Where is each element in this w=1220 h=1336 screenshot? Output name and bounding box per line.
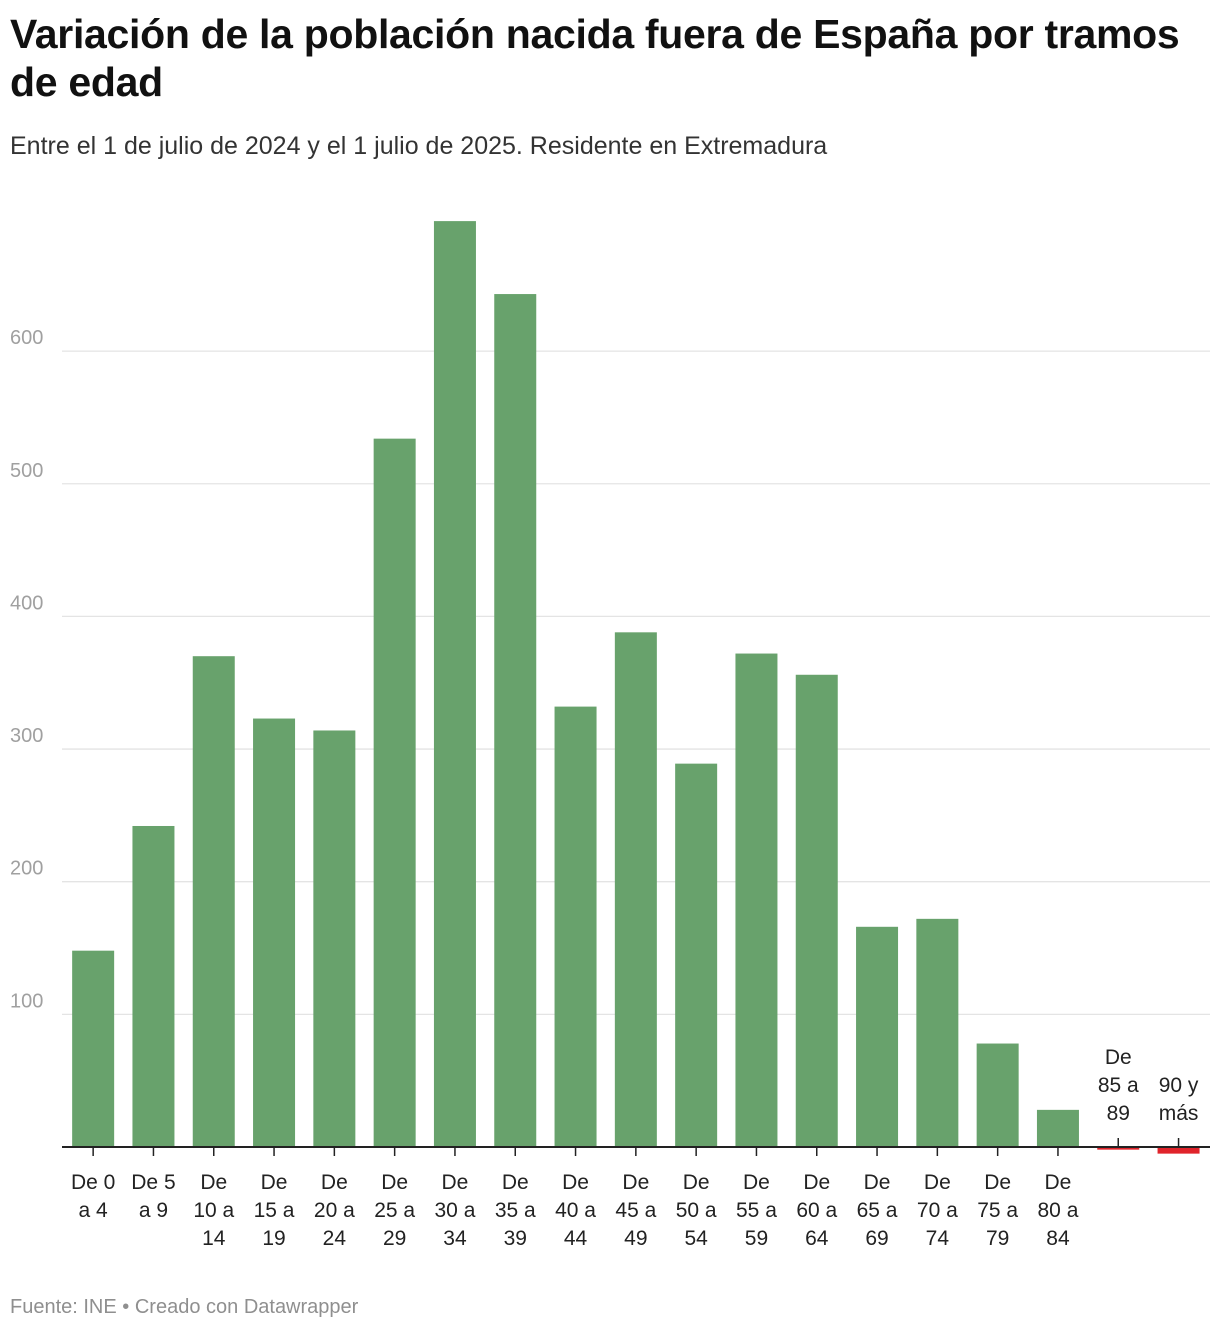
x-tick-label: 30 a	[435, 1199, 476, 1222]
x-tick-label: 24	[323, 1227, 347, 1250]
x-tick-label: De	[1105, 1046, 1132, 1069]
bar-16	[1036, 1109, 1079, 1147]
x-tick-label: De	[864, 1171, 891, 1194]
x-tick-label: 20 a	[314, 1199, 355, 1222]
x-tick-label: De	[502, 1171, 529, 1194]
x-tick-label: a 9	[139, 1199, 168, 1222]
x-tick-label: De	[683, 1171, 710, 1194]
x-tick-label: 60 a	[796, 1199, 837, 1222]
x-tick-label: 64	[805, 1227, 829, 1250]
bar-18	[1157, 1147, 1200, 1154]
x-tick-label: De	[200, 1171, 227, 1194]
credit-text: Creado con Datawrapper	[134, 1296, 359, 1318]
bar-6	[433, 221, 476, 1147]
bar-9	[614, 632, 657, 1147]
x-tick-label: De	[622, 1171, 649, 1194]
bar-5	[373, 438, 416, 1147]
x-tick-label: 29	[383, 1227, 406, 1250]
x-tick-label: 85 a	[1098, 1074, 1139, 1097]
x-tick-label: 55 a	[736, 1199, 777, 1222]
x-tick-label: 69	[865, 1227, 888, 1250]
bar-12	[795, 674, 838, 1147]
bar-13	[856, 926, 899, 1147]
bar-15	[976, 1043, 1019, 1147]
x-tick-label: 50 a	[676, 1199, 717, 1222]
x-tick-label: 74	[926, 1227, 950, 1250]
bar-0	[72, 950, 115, 1147]
bar-4	[313, 730, 356, 1147]
x-tick-label: De	[1045, 1171, 1072, 1194]
y-tick-label: 500	[10, 460, 43, 482]
x-tick-label: a 4	[79, 1199, 109, 1222]
x-tick-label: De	[984, 1171, 1011, 1194]
bar-1	[132, 825, 175, 1147]
source-text: Fuente: INE	[10, 1296, 117, 1318]
x-tick-label: De	[442, 1171, 469, 1194]
x-tick-label: De	[321, 1171, 348, 1194]
x-tick-label: De 5	[131, 1171, 175, 1194]
x-tick-label: De	[261, 1171, 288, 1194]
source-footer: Fuente: INE • Creado con Datawrapper	[10, 1296, 358, 1319]
x-tick-label: 89	[1107, 1102, 1130, 1125]
x-tick-label: 34	[443, 1227, 467, 1250]
y-tick-label: 600	[10, 327, 43, 349]
x-tick-label: De	[381, 1171, 408, 1194]
bar-11	[735, 653, 778, 1147]
bar-7	[494, 294, 537, 1147]
x-tick-label: De 0	[71, 1171, 115, 1194]
bar-2	[192, 656, 235, 1147]
x-tick-label: 40 a	[555, 1199, 596, 1222]
x-tick-label: 25 a	[374, 1199, 415, 1222]
bar-8	[554, 706, 597, 1147]
x-tick-label: 10 a	[193, 1199, 234, 1222]
x-tick-label: 14	[202, 1227, 226, 1250]
x-tick-label: 44	[564, 1227, 588, 1250]
bar-3	[253, 718, 296, 1147]
x-tick-label: 90 y	[1159, 1074, 1199, 1097]
x-tick-label: 79	[986, 1227, 1009, 1250]
x-tick-label: De	[562, 1171, 589, 1194]
y-tick-label: 300	[10, 725, 43, 747]
x-tick-label: 70 a	[917, 1199, 958, 1222]
chart-subtitle: Entre el 1 de julio de 2024 y el 1 julio…	[10, 132, 828, 160]
x-tick-label: 84	[1046, 1227, 1070, 1250]
footer-separator: •	[122, 1296, 130, 1318]
x-tick-label: De	[743, 1171, 770, 1194]
bar-chart: 100 200 300 400 500 600 De 0 a 4 De 5 a 9 De 10 a 14…	[10, 221, 1210, 1250]
x-tick-label: 75 a	[977, 1199, 1018, 1222]
x-tick-label: 45 a	[615, 1199, 656, 1222]
x-tick-label: 35 a	[495, 1199, 536, 1222]
x-tick-label: 19	[262, 1227, 285, 1250]
x-tick-label: De	[803, 1171, 830, 1194]
x-tick-label: más	[1159, 1102, 1199, 1125]
x-tick-label: 54	[684, 1227, 708, 1250]
y-tick-label: 200	[10, 858, 43, 880]
y-tick-label: 400	[10, 592, 43, 614]
bar-10	[675, 763, 718, 1147]
bar-14	[916, 918, 959, 1147]
x-tick-label: De	[924, 1171, 951, 1194]
x-tick-label: 49	[624, 1227, 647, 1250]
chart-title: Variación de la población nacida fuera d…	[10, 11, 1180, 105]
bar-17	[1097, 1147, 1140, 1150]
x-tick-label: 80 a	[1038, 1199, 1079, 1222]
x-tick-label: 15 a	[254, 1199, 295, 1222]
x-tick-label: 39	[504, 1227, 527, 1250]
x-tick-label: 59	[745, 1227, 768, 1250]
y-tick-label: 100	[10, 990, 43, 1012]
x-tick-label: 65 a	[857, 1199, 898, 1222]
